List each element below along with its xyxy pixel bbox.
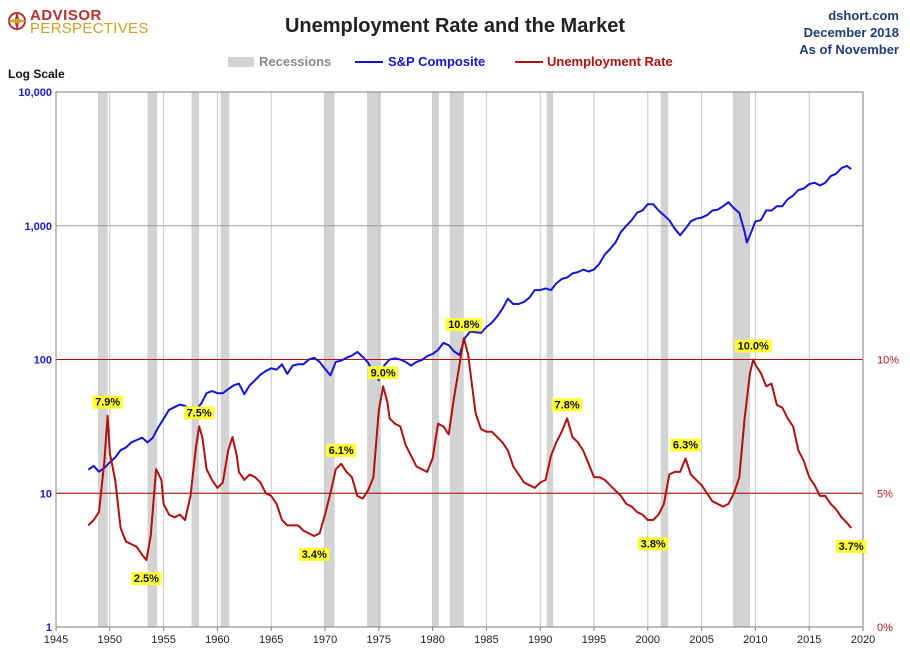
annotation-text: 10.8%: [448, 319, 479, 331]
unemployment-rate-line: [87, 337, 852, 562]
left-tick-label: 1,000: [24, 221, 52, 233]
annotation-text: 7.5%: [187, 407, 212, 419]
x-tick-label: 1950: [98, 634, 122, 646]
annotation-text: 10.0%: [738, 341, 769, 353]
annotation-bg: [92, 395, 123, 409]
annotation-text: 7.9%: [95, 397, 120, 409]
x-tick-label: 1980: [420, 634, 444, 646]
annotation-label: 7.8%: [551, 398, 583, 412]
annotation-label: 6.3%: [670, 438, 701, 452]
legend-unemployment: Unemployment Rate: [547, 54, 673, 69]
annotation-label: 7.9%: [92, 395, 123, 409]
annotation-label: 10.8%: [445, 318, 483, 332]
right-tick-label: 10%: [877, 355, 899, 367]
source-site: dshort.com: [828, 8, 899, 23]
legend-recessions: Recessions: [259, 54, 331, 69]
x-tick-label: 2005: [689, 634, 713, 646]
annotation-bg: [734, 339, 772, 353]
x-tick-label: 1970: [313, 634, 337, 646]
x-tick-label: 2015: [797, 634, 821, 646]
x-tick-label: 1990: [528, 634, 552, 646]
series-lines: [87, 164, 852, 562]
annotation-label: 6.1%: [325, 443, 357, 457]
x-tick-label: 1975: [367, 634, 391, 646]
annotation-bg: [670, 438, 701, 452]
annotation-label: 3.8%: [637, 537, 669, 551]
x-tick-label: 2010: [743, 634, 767, 646]
left-axis-ticks: 1 10 100 1,000 10,000: [18, 87, 52, 634]
chart-title: Unemployment Rate and the Market: [285, 15, 625, 37]
annotation-label: 3.4%: [299, 548, 330, 562]
logo-line-1: ADVISOR: [30, 7, 102, 24]
annotation-bg: [131, 572, 162, 586]
annotation-bg: [445, 318, 483, 332]
x-tick-label: 1985: [474, 634, 498, 646]
left-tick-label: 10,000: [18, 87, 52, 99]
x-tick-label: 1945: [44, 634, 68, 646]
left-tick-label: 100: [34, 355, 52, 367]
annotation-label: 2.5%: [131, 572, 162, 586]
annotation-text: 6.3%: [673, 439, 698, 451]
annotation-text: 3.7%: [839, 541, 864, 553]
left-tick-label: 10: [40, 488, 52, 500]
right-axis-ticks: 0% 5% 10%: [877, 355, 899, 635]
annotation-bg: [325, 443, 357, 457]
x-axis-ticks: 1945 1950 1955 1960 1965 1970 1975 1980 1985 1990…: [44, 627, 875, 646]
sp-composite-line: [87, 164, 852, 473]
annotation-text: 2.5%: [134, 573, 159, 585]
annotation-text: 3.8%: [641, 538, 666, 550]
advisor-perspectives-logo: ADVISOR PERSPECTIVES: [7, 7, 149, 37]
x-tick-label: 1965: [259, 634, 283, 646]
annotation-text: 6.1%: [329, 445, 354, 457]
annotation-text: 9.0%: [371, 367, 396, 379]
x-tick-label: 2020: [851, 634, 875, 646]
left-axis-title: Log Scale: [8, 67, 65, 81]
annotation-bg: [183, 406, 215, 420]
source-date: December 2018: [804, 25, 899, 40]
left-tick-label: 1: [46, 622, 52, 634]
annotation-label: 7.5%: [183, 406, 215, 420]
x-tick-label: 1960: [205, 634, 229, 646]
unemployment-annotations: 7.9% 2.5% 7.5% 3.4% 6.1% 9.0% 10.8% 7.8% 3.8% 6.3…: [92, 318, 867, 586]
annotation-bg: [835, 540, 867, 554]
plot-frame: [55, 91, 864, 628]
right-tick-label: 0%: [877, 622, 893, 634]
annotation-bg: [551, 398, 583, 412]
annotation-bg: [367, 366, 399, 380]
x-tick-label: 1995: [582, 634, 606, 646]
annotation-text: 3.4%: [302, 549, 327, 561]
annotation-bg: [637, 537, 669, 551]
compass-icon: [7, 11, 27, 31]
annotation-bg: [299, 548, 330, 562]
annotation-label: 9.0%: [367, 366, 399, 380]
right-tick-label: 5%: [877, 488, 893, 500]
x-tick-label: 2000: [636, 634, 660, 646]
legend: Recessions S&P Composite Unemployment Ra…: [228, 54, 673, 69]
legend-recession-swatch: [228, 57, 254, 67]
x-tick-label: 1955: [151, 634, 175, 646]
source-asof: As of November: [799, 42, 899, 57]
annotation-label: 3.7%: [835, 540, 867, 554]
logo-line-2: PERSPECTIVES: [30, 20, 149, 37]
annotation-text: 7.8%: [555, 399, 580, 411]
annotation-label: 10.0%: [734, 339, 772, 353]
legend-sp: S&P Composite: [388, 54, 485, 69]
